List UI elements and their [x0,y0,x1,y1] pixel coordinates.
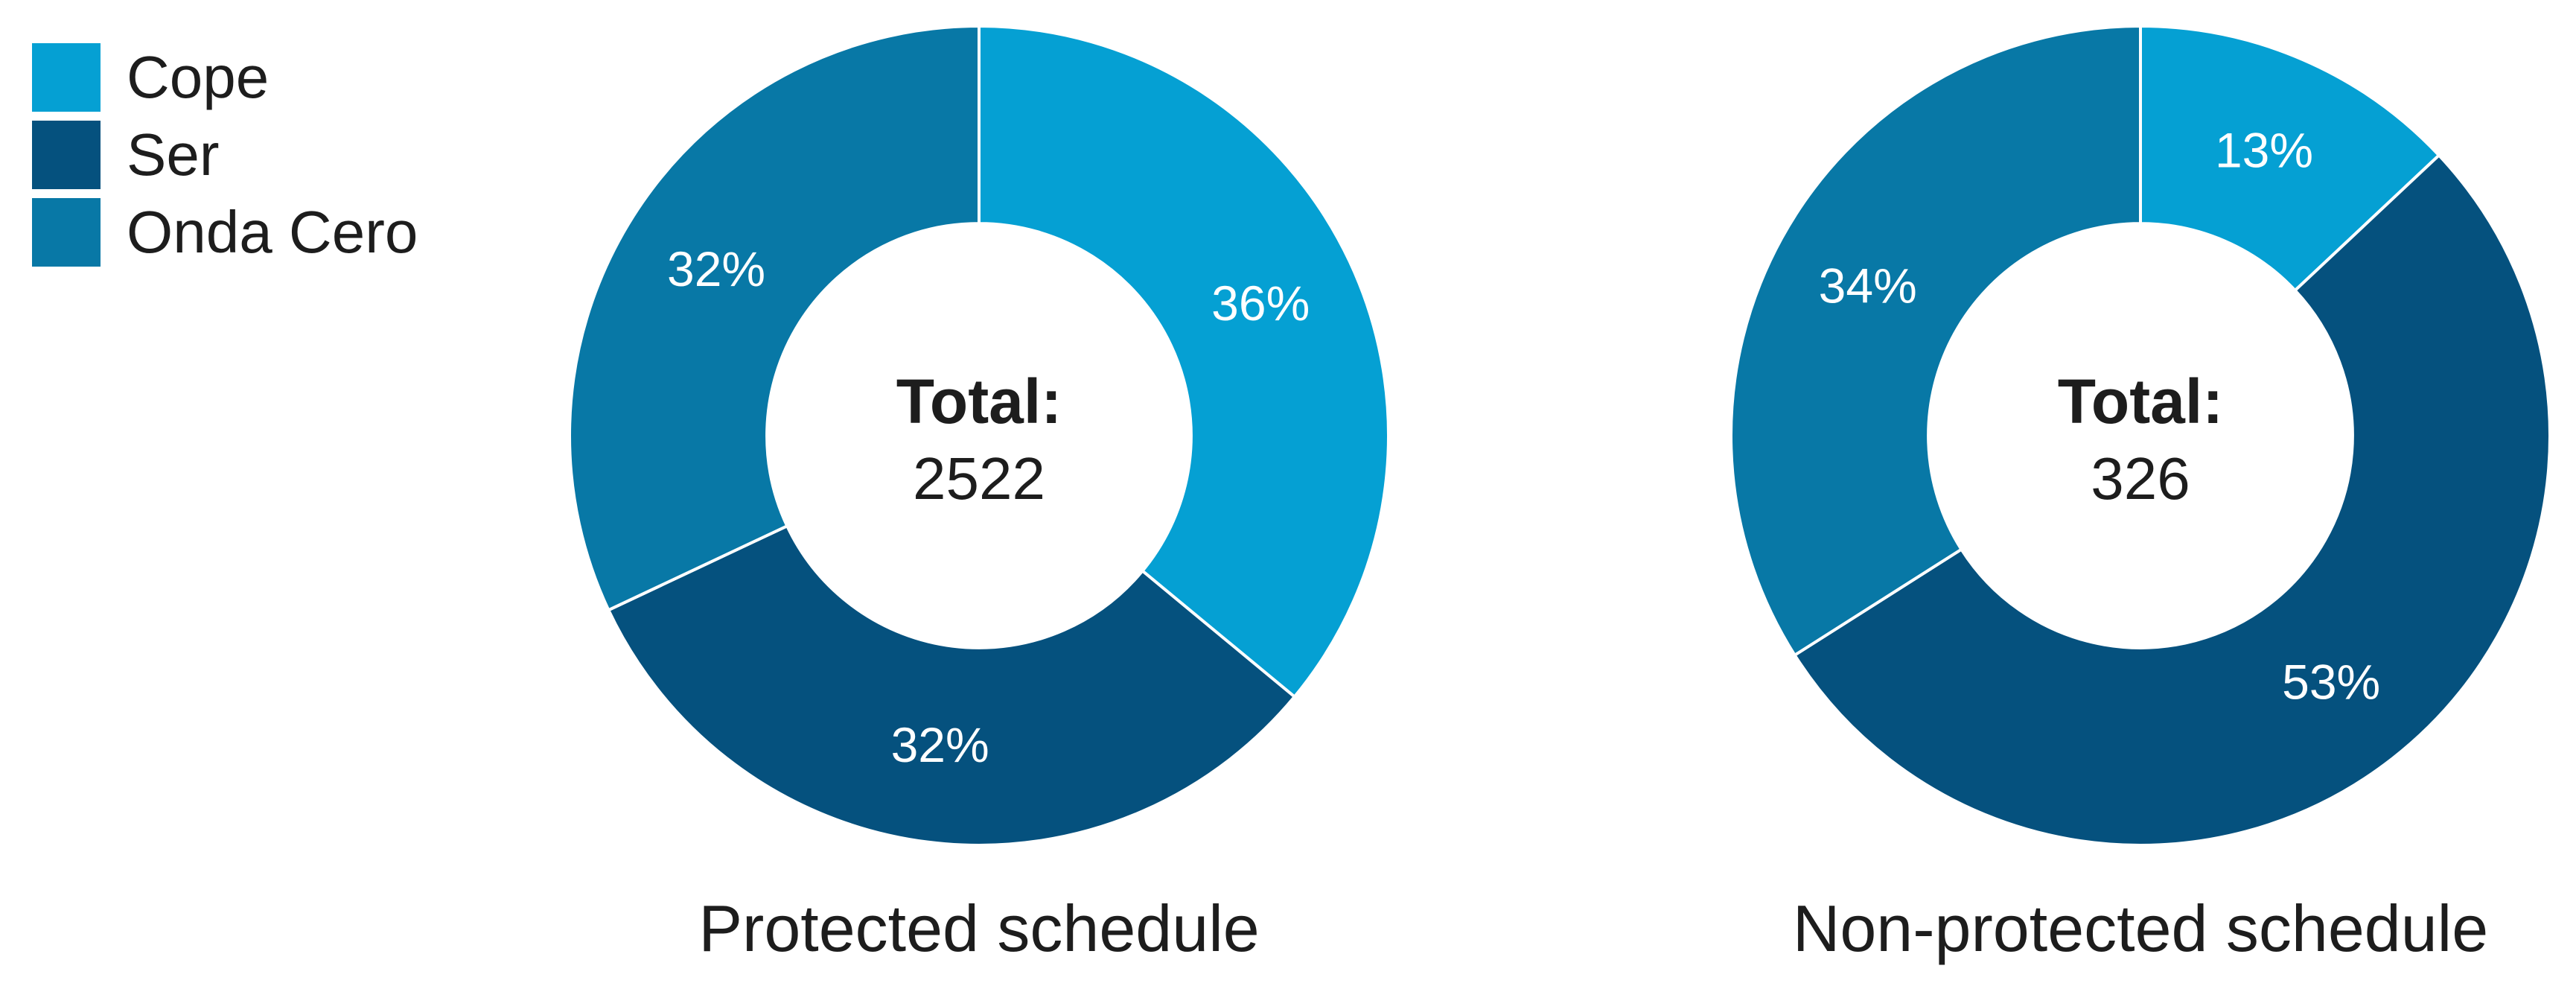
legend-label-onda-cero: Onda Cero [127,199,418,265]
chart-title-protected: Protected schedule [698,891,1260,965]
total-value: 2522 [913,445,1045,512]
slice-label-ser: 53% [2282,654,2380,709]
donut-slice-onda-cero [568,24,981,612]
legend-item-ser: Ser [32,121,418,189]
chart-title-non-protected: Non-protected schedule [1792,891,2489,965]
donut-slice-cope [978,24,1390,699]
slice-label-cope: 36% [1211,276,1310,331]
legend-swatch-cope [32,43,101,112]
donut-svg-non-protected: 13% 53% 34% [1729,24,2551,847]
slice-label-onda-cero: 32% [667,241,765,296]
donut-slice-onda-cero [1729,24,2142,658]
donut-svg-protected: 36% 32% 32% [568,24,1390,847]
legend-swatch-onda-cero [32,198,101,267]
total-label: Total: [2057,366,2224,436]
donut-chart-non-protected-schedule: 13% 53% 34% Total: 326 Non-protected sched… [1724,19,2557,979]
total-value: 326 [2091,445,2190,512]
legend-item-cope: Cope [32,43,418,112]
total-label: Total: [896,366,1062,436]
legend-swatch-ser [32,121,101,189]
donut-center-text: Total: 2522 [896,370,1062,509]
slice-label-cope: 13% [2215,122,2313,177]
donut-chart-protected-schedule: 36% 32% 32% Total: 2522 Protected schedule [562,19,1396,979]
legend-label-ser: Ser [127,121,220,188]
slice-label-ser: 32% [891,717,989,772]
donut-slice-ser [1792,153,2551,847]
donut-slice-ser [606,524,1297,847]
donut-center-text: Total: 326 [2058,370,2223,509]
chart-legend: Cope Ser Onda Cero [32,43,418,276]
slice-label-onda-cero: 34% [1819,258,1917,314]
legend-label-cope: Cope [127,44,270,110]
legend-item-onda-cero: Onda Cero [32,198,418,267]
